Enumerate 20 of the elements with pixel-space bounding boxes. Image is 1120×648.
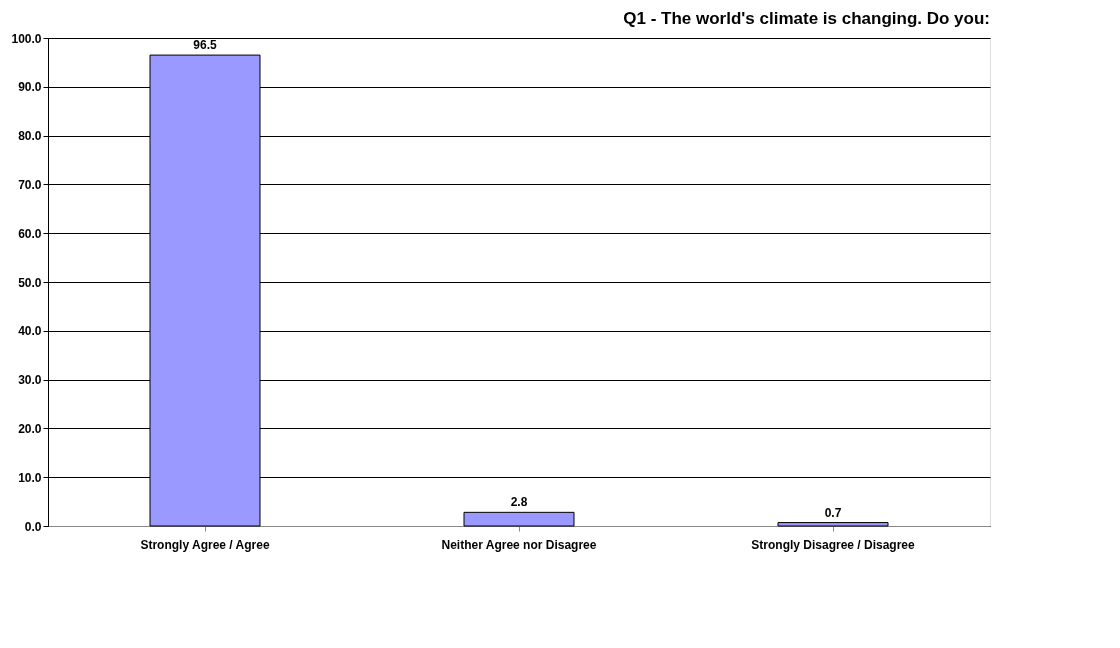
y-tick-label: 60.0: [18, 226, 42, 241]
bar: [777, 522, 889, 527]
data-label: 96.5: [193, 38, 217, 53]
y-tick-label: 40.0: [18, 324, 42, 339]
y-tick-label: 10.0: [18, 470, 42, 485]
data-label: 0.7: [824, 505, 842, 520]
chart-title: Q1 - The world's climate is changing. Do you:: [623, 9, 990, 28]
y-tick-label: 0.0: [24, 519, 42, 534]
x-tick-label: Neither Agree nor Disagree: [441, 537, 597, 552]
y-tick-label: 70.0: [18, 177, 42, 192]
x-tick-label: Strongly Disagree / Disagree: [751, 537, 916, 552]
y-tick-label: 30.0: [18, 373, 42, 388]
y-tick-label: 100.0: [11, 31, 42, 46]
y-tick-label: 80.0: [18, 129, 42, 144]
data-label: 2.8: [510, 495, 528, 510]
y-tick-label: 90.0: [18, 80, 42, 95]
x-tick-label: Strongly Agree / Agree: [140, 537, 270, 552]
bar: [463, 511, 575, 527]
y-tick-label: 50.0: [18, 275, 42, 290]
y-tick-label: 20.0: [18, 421, 42, 436]
